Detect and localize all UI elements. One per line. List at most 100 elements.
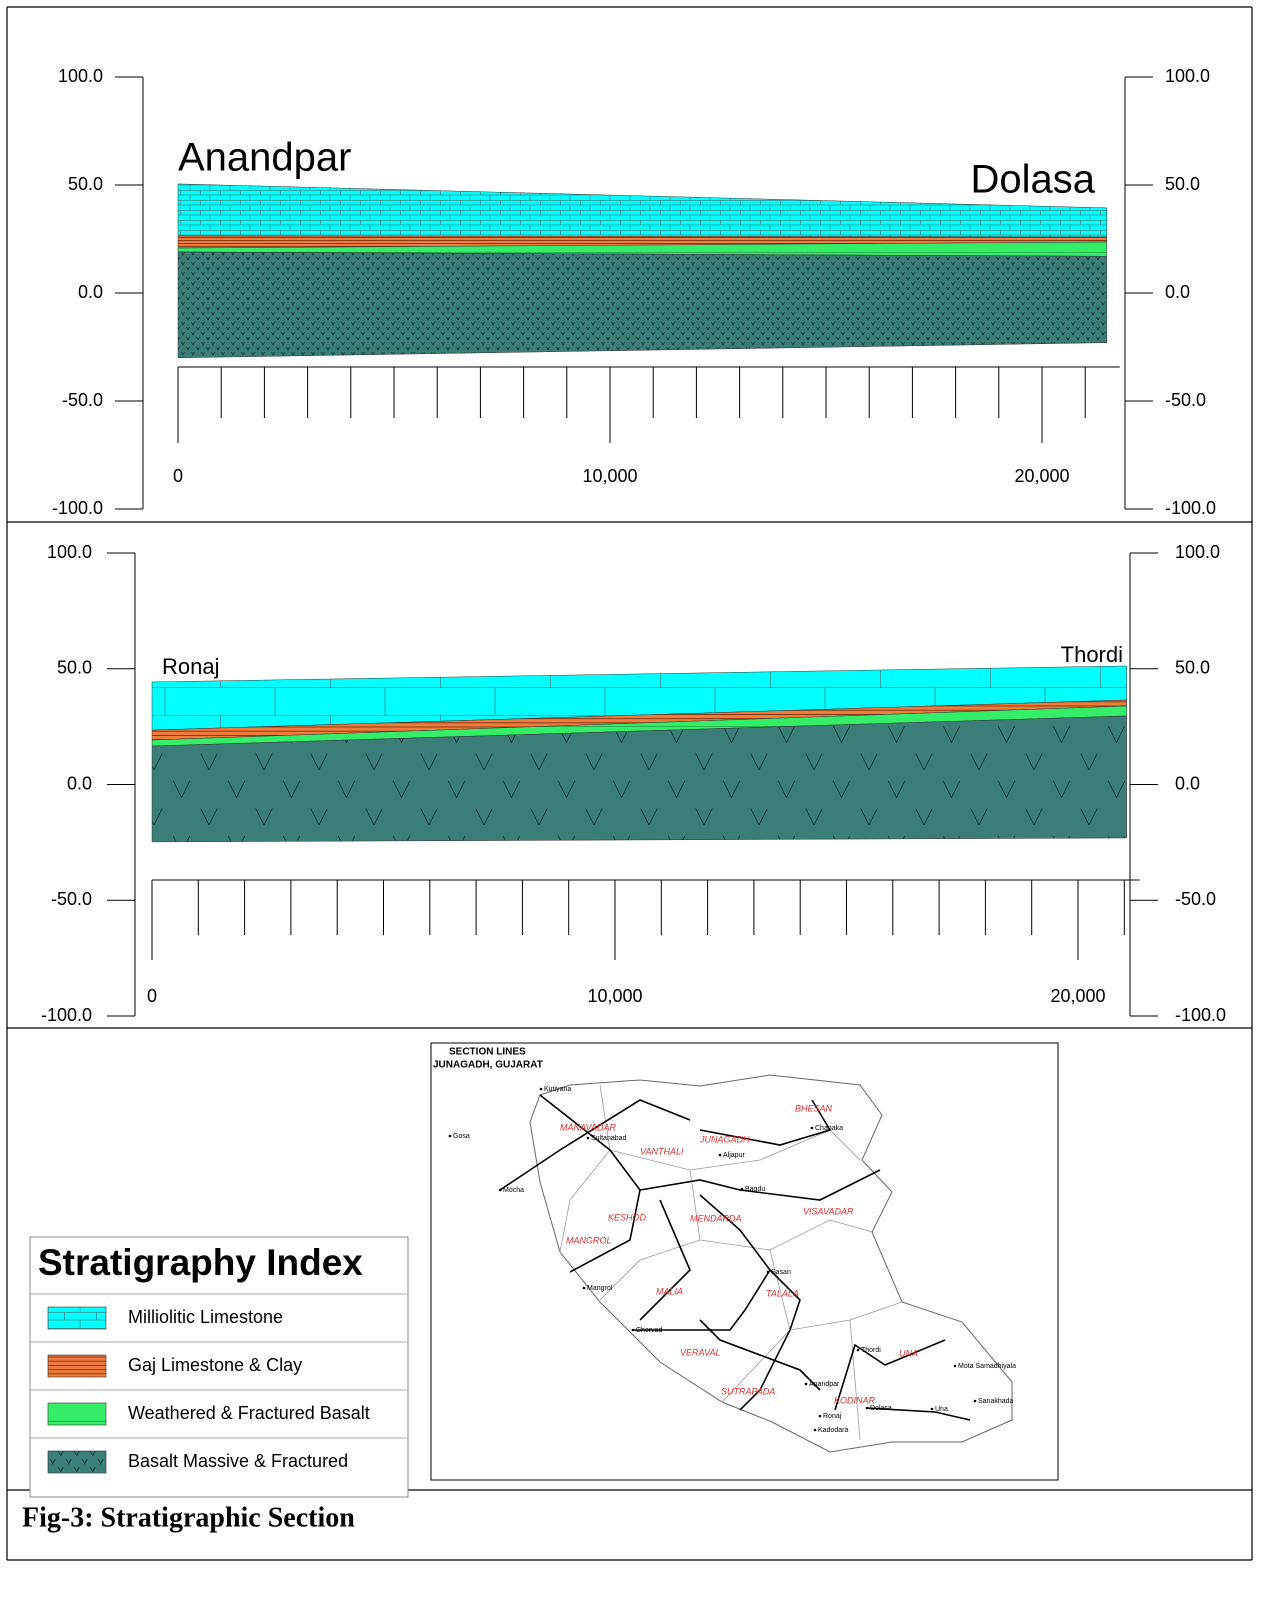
place-label: Mocha — [503, 1187, 524, 1194]
layer — [151, 715, 1127, 843]
y-tick-label: -50.0 — [51, 889, 92, 909]
place-label: Gosa — [453, 1133, 470, 1140]
place-label: Chorvad — [636, 1327, 663, 1334]
zone-label: MENDARDA — [690, 1213, 742, 1223]
zone-label: VISAVADAR — [803, 1206, 854, 1216]
legend-label: Basalt Massive & Fractured — [128, 1451, 348, 1471]
x-tick-label: 0 — [173, 466, 183, 486]
place-dot — [973, 1399, 977, 1403]
map-title: SECTION LINES — [449, 1047, 526, 1058]
map-frame — [430, 1042, 1059, 1481]
y-tick-label: -100.0 — [52, 498, 103, 518]
place-dot — [718, 1153, 722, 1157]
x-tick-label: 20,000 — [1014, 466, 1069, 486]
zone-label: VERAVAL — [680, 1347, 721, 1357]
zone-label: TALALA — [766, 1288, 799, 1298]
place-dot — [631, 1328, 635, 1332]
place-dot — [818, 1414, 822, 1418]
y-tick-label: 50.0 — [1175, 658, 1210, 678]
place-label: Sanakhada — [978, 1398, 1014, 1405]
y-tick-label: 50.0 — [57, 658, 92, 678]
section-lines — [499, 1094, 971, 1421]
place-label: Una — [935, 1406, 948, 1413]
place-dot — [856, 1348, 860, 1352]
legend-label: Weathered & Fractured Basalt — [128, 1403, 370, 1423]
y-tick-label: -100.0 — [1175, 1005, 1226, 1025]
y-tick-label: 100.0 — [58, 66, 103, 86]
place-label: Kadodara — [818, 1427, 848, 1434]
x-tick-label: 10,000 — [587, 986, 642, 1006]
place-label: Thordi — [861, 1347, 881, 1354]
legend-swatch — [47, 1354, 107, 1378]
zone-label: BHESAN — [795, 1103, 833, 1113]
y-tick-label: 0.0 — [1165, 282, 1190, 302]
place-label: Anandpar — [809, 1381, 840, 1388]
x-tick-label: 10,000 — [582, 466, 637, 486]
map: SECTION LINES JUNAGADH, GUJARAT MANAVADA… — [430, 1042, 1059, 1481]
map-subtitle: JUNAGADH, GUJARAT — [433, 1060, 543, 1071]
place-dot — [813, 1428, 817, 1432]
district-outline — [529, 1074, 1013, 1453]
y-tick-label: 100.0 — [1165, 66, 1210, 86]
place-dot — [498, 1188, 502, 1192]
zone-label: KODINAR — [834, 1395, 876, 1405]
y-tick-label: 0.0 — [67, 773, 92, 793]
legend-swatch — [47, 1402, 107, 1426]
place-dot — [586, 1136, 590, 1140]
place-label: Aljapur — [723, 1152, 745, 1159]
place-label: Sultanabad — [591, 1135, 627, 1142]
place-dot — [740, 1187, 744, 1191]
place-label: Dolasa — [870, 1405, 892, 1412]
y-tick-label: 100.0 — [47, 542, 92, 562]
y-tick-label: -100.0 — [1165, 498, 1216, 518]
taluka-boundaries — [559, 1084, 903, 1441]
zone-label: SUTRAPADA — [721, 1386, 775, 1396]
zone-label: MALIA — [656, 1286, 683, 1296]
place-dot — [865, 1406, 869, 1410]
zone-label: MANGROL — [566, 1235, 612, 1245]
y-tick-label: 0.0 — [78, 282, 103, 302]
layer — [177, 251, 1108, 359]
zone-label: MANAVADAR — [560, 1122, 617, 1132]
legend-swatch — [47, 1306, 107, 1330]
place-dot — [810, 1126, 814, 1130]
y-tick-label: 0.0 — [1175, 773, 1200, 793]
place-dot — [582, 1286, 586, 1290]
caption: Fig-3: Stratigraphic Section — [22, 1502, 355, 1533]
legend-title: Stratigraphy Index — [38, 1242, 363, 1283]
place-label: Kutiyana — [544, 1086, 571, 1093]
place-dot — [539, 1087, 543, 1091]
legend-label: Gaj Limestone & Clay — [128, 1355, 302, 1375]
place-dot — [448, 1134, 452, 1138]
place-dot — [766, 1270, 770, 1274]
layer — [177, 183, 1108, 238]
cross-section: -100.0 -100.0 -50.0 -50.0 0.0 0.0 50.0 50.0 100.… — [41, 542, 1226, 1025]
place-dot — [953, 1364, 957, 1368]
place-dot — [930, 1407, 934, 1411]
cross-section: -100.0 -100.0 -50.0 -50.0 0.0 0.0 50.0 50.0 100.… — [52, 66, 1216, 518]
place-label: Chanaka — [815, 1125, 843, 1132]
place-label: Ronaj — [823, 1413, 842, 1420]
legend-label: Milliolitic Limestone — [128, 1307, 283, 1327]
place-label: Mota Samadhiyala — [958, 1363, 1016, 1370]
y-tick-label: -100.0 — [41, 1005, 92, 1025]
well-label: Dolasa — [970, 158, 1095, 202]
place-dot — [804, 1382, 808, 1386]
zone-label: UNA — [899, 1348, 918, 1358]
y-tick-label: 50.0 — [68, 174, 103, 194]
well-label: Thordi — [1061, 642, 1123, 667]
place-label: Bagdu — [745, 1186, 765, 1193]
y-tick-label: 100.0 — [1175, 542, 1220, 562]
x-tick-label: 20,000 — [1050, 986, 1105, 1006]
y-tick-label: -50.0 — [62, 390, 103, 410]
x-tick-label: 0 — [147, 986, 157, 1006]
place-label: Sasan — [771, 1269, 791, 1276]
y-tick-label: -50.0 — [1165, 390, 1206, 410]
zone-label: KESHOD — [608, 1212, 647, 1222]
legend-swatch — [47, 1450, 107, 1474]
zone-label: JUNAGADH — [699, 1134, 750, 1144]
y-tick-label: -50.0 — [1175, 889, 1216, 909]
place-label: Mangrol — [587, 1285, 613, 1292]
y-tick-label: 50.0 — [1165, 174, 1200, 194]
